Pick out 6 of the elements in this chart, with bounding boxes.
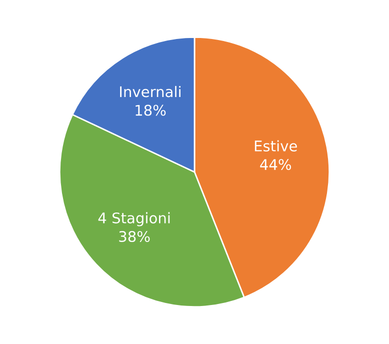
data-label: 44% xyxy=(260,159,291,170)
data-label: 38% xyxy=(119,230,150,242)
slice-label: Estive xyxy=(254,140,297,152)
slice-label: Invernali xyxy=(120,86,180,98)
slice-label: 4 Stagioni xyxy=(98,212,170,226)
data-label: 18% xyxy=(136,104,166,116)
